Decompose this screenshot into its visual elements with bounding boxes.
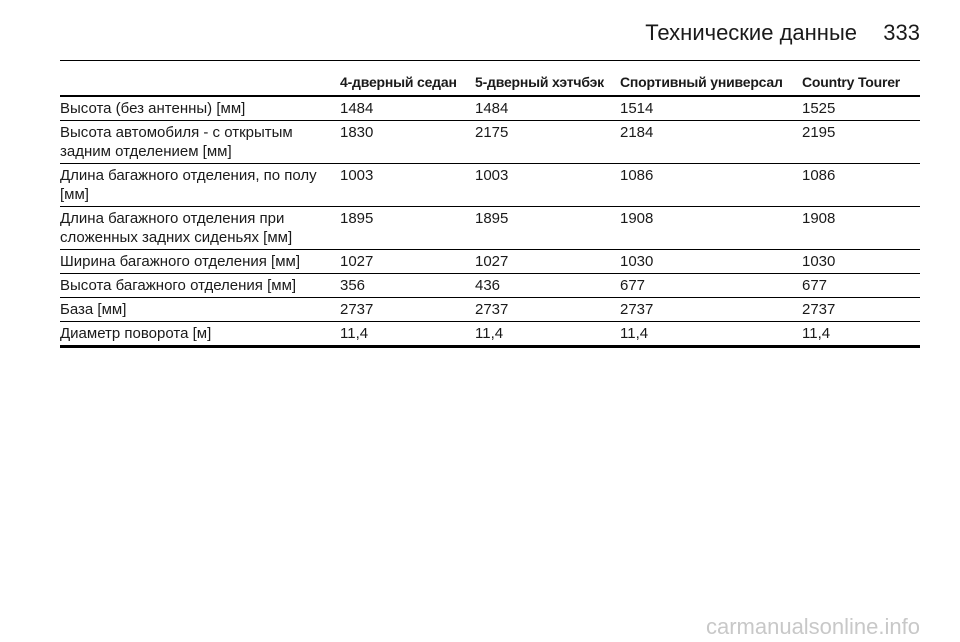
label-cell: База [мм]: [60, 297, 338, 322]
value-cell: 2737: [800, 297, 920, 322]
column-header: Country Tourer: [800, 72, 920, 97]
value-cell: 1086: [800, 163, 920, 207]
value-cell: 1895: [473, 206, 618, 250]
table-row: Длина багажного отделения, по полу [мм] 1…: [60, 163, 920, 207]
value-cell: 1003: [473, 163, 618, 207]
value-cell: 2184: [618, 120, 800, 164]
value-cell: 11,4: [618, 321, 800, 348]
value-cell: 1003: [338, 163, 473, 207]
value-cell: 1086: [618, 163, 800, 207]
value-cell: 1908: [618, 206, 800, 250]
header-rule: [60, 60, 920, 61]
value-cell: 436: [473, 273, 618, 298]
column-header: 4-дверный седан: [338, 72, 473, 97]
value-cell: 2175: [473, 120, 618, 164]
label-cell: Диаметр поворота [м]: [60, 321, 338, 348]
table-row: Диаметр поворота [м] 11,4 11,4 11,4 11,4: [60, 321, 920, 348]
value-cell: 1514: [618, 96, 800, 121]
column-header: 5-дверный хэтчбэк: [473, 72, 618, 97]
header-row: 4-дверный седан 5-дверный хэтчбэк Спортивн…: [60, 72, 920, 97]
label-cell: Высота багажного отделения [мм]: [60, 273, 338, 298]
value-cell: 1895: [338, 206, 473, 250]
value-cell: 1030: [618, 249, 800, 274]
value-cell: 677: [618, 273, 800, 298]
label-cell: Длина багажного отделения при сложенных …: [60, 206, 338, 250]
label-cell: Ширина багажного отделения [мм]: [60, 249, 338, 274]
table-row: Высота автомобиля - с открытым задним от…: [60, 120, 920, 164]
header-cell: [60, 72, 338, 97]
value-cell: 2195: [800, 120, 920, 164]
value-cell: 1027: [338, 249, 473, 274]
value-cell: 1908: [800, 206, 920, 250]
value-cell: 2737: [338, 297, 473, 322]
value-cell: 11,4: [800, 321, 920, 348]
watermark: carmanualsonline.info: [705, 614, 920, 639]
value-cell: 2737: [473, 297, 618, 322]
label-cell: Длина багажного отделения, по полу [мм]: [60, 163, 338, 207]
table-row: Высота (без антенны) [мм] 1484 1484 1514 152…: [60, 96, 920, 121]
value-cell: 1830: [338, 120, 473, 164]
value-cell: 1484: [338, 96, 473, 121]
value-cell: 2737: [618, 297, 800, 322]
value-cell: 1030: [800, 249, 920, 274]
value-cell: 11,4: [473, 321, 618, 348]
label-cell: Высота автомобиля - с открытым задним от…: [60, 120, 338, 164]
table-row: Высота багажного отделения [мм] 356 436 677…: [60, 273, 920, 298]
table-row: Ширина багажного отделения [мм] 1027 1027 1…: [60, 249, 920, 274]
value-cell: 677: [800, 273, 920, 298]
section-title: Технические данные: [645, 20, 857, 45]
table-row: База [мм] 2737 2737 2737 2737: [60, 297, 920, 322]
column-header: Спортивный универсал: [618, 72, 800, 97]
value-cell: 1484: [473, 96, 618, 121]
spec-table: 4-дверный седан 5-дверный хэтчбэк Спортивн…: [60, 72, 920, 348]
value-cell: 356: [338, 273, 473, 298]
page-number: 333: [883, 20, 920, 45]
table-row: Длина багажного отделения при сложенных …: [60, 206, 920, 250]
value-cell: 11,4: [338, 321, 473, 348]
label-cell: Высота (без антенны) [мм]: [60, 96, 338, 121]
value-cell: 1525: [800, 96, 920, 121]
value-cell: 1027: [473, 249, 618, 274]
